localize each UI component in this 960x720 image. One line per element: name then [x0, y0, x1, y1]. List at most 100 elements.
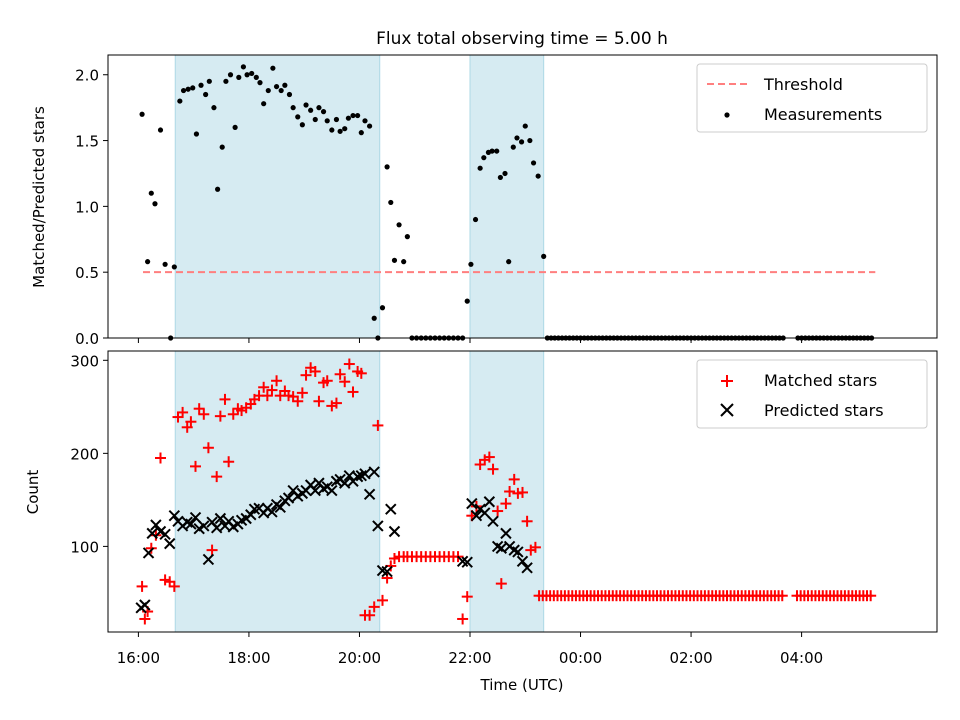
measurement-point	[494, 148, 500, 154]
measurement-point	[203, 91, 209, 98]
matched-star-marker	[461, 591, 473, 603]
measurement-point	[388, 199, 394, 206]
measurement-point	[541, 253, 547, 259]
measurement-point	[510, 144, 516, 150]
bottom-legend-box	[696, 359, 928, 429]
predicted-star-marker	[487, 515, 499, 527]
bottom-plot-frame	[107, 350, 938, 633]
predicted-stars-series	[135, 466, 533, 614]
legend-matched-label: Matched stars	[764, 371, 877, 390]
measurement-point	[211, 105, 217, 111]
predicted-star-marker	[326, 484, 338, 497]
measurement-point	[227, 72, 234, 78]
matched-star-marker	[517, 486, 528, 498]
predicted-star-marker	[521, 562, 533, 574]
matched-star-marker	[865, 590, 877, 602]
measurement-point	[497, 174, 503, 181]
measurement-point	[257, 80, 263, 86]
matched-star-marker	[495, 578, 507, 590]
measurement-point	[162, 261, 168, 267]
x-tick-label: 00:00	[559, 649, 602, 667]
bottom-panel: 100 200 300 16:00 18:00 20:00 22:00 00:00 02:00…	[24, 350, 938, 694]
predicted-star-marker	[164, 537, 176, 550]
measurement-point	[333, 116, 340, 123]
matched-star-marker	[321, 375, 333, 387]
matched-star-marker	[223, 456, 235, 468]
legend-predicted-swatch	[720, 403, 734, 417]
legend-measurements-swatch	[724, 112, 730, 118]
legend-matched-swatch	[721, 375, 733, 387]
predicted-star-marker	[516, 555, 529, 567]
predicted-star-marker	[150, 519, 162, 531]
measurement-point	[329, 127, 335, 133]
measurement-point	[366, 123, 373, 129]
shaded-interval	[174, 350, 381, 633]
matched-star-marker	[300, 369, 312, 381]
matched-star-marker	[504, 486, 516, 497]
predicted-star-marker	[368, 466, 380, 478]
measurement-point	[152, 201, 158, 207]
top-y-axis-label: Matched/Predicted stars	[30, 106, 48, 288]
measurement-point	[206, 78, 212, 84]
measurement-point	[362, 118, 368, 124]
predicted-star-marker	[339, 477, 351, 489]
x-tick-label: 22:00	[448, 649, 491, 667]
measurement-point	[472, 216, 479, 223]
measurement-point	[253, 74, 259, 80]
predicted-star-marker	[385, 503, 397, 515]
shaded-interval	[174, 54, 381, 339]
measurement-point	[371, 315, 377, 321]
top-legend: Threshold Measurements	[696, 63, 928, 133]
predicted-star-marker	[351, 470, 364, 483]
measurement-point	[355, 112, 361, 119]
matched-star-marker	[271, 375, 283, 387]
measurement-point	[506, 259, 512, 265]
measurement-point	[180, 87, 187, 94]
matched-star-marker	[500, 498, 512, 510]
y-tick-label: 0.0	[75, 330, 99, 348]
x-tick-label: 20:00	[338, 649, 381, 667]
y-tick-label: 0.5	[75, 264, 99, 282]
matched-star-marker	[355, 367, 367, 379]
legend-predicted-label: Predicted stars	[764, 401, 884, 420]
predicted-star-marker	[372, 520, 384, 532]
measurement-point	[342, 126, 348, 132]
y-tick-label: 300	[70, 352, 99, 370]
predicted-star-marker	[274, 501, 286, 514]
matched-star-marker	[776, 590, 788, 602]
measurement-point	[290, 105, 296, 111]
predicted-star-marker	[512, 546, 524, 558]
measurement-point	[535, 173, 541, 179]
matched-star-marker	[339, 376, 351, 388]
measurement-point	[265, 87, 271, 94]
measurement-point	[193, 131, 200, 137]
measurement-point	[514, 135, 520, 141]
matched-star-marker	[193, 403, 205, 415]
measurement-point	[477, 165, 483, 171]
measurement-point	[337, 128, 343, 134]
predicted-star-marker	[185, 518, 197, 530]
matched-star-marker	[492, 505, 504, 517]
predicted-star-marker	[139, 599, 151, 611]
matched-star-marker	[483, 451, 495, 463]
matched-star-marker	[376, 594, 388, 606]
measurement-point	[522, 123, 528, 129]
measurement-point	[481, 155, 487, 161]
legend-threshold-label: Threshold	[763, 75, 843, 94]
top-plot-frame	[107, 54, 938, 339]
matched-star-marker	[185, 416, 197, 428]
matched-star-marker	[487, 463, 499, 475]
measurement-point	[401, 259, 407, 265]
measurement-point	[249, 70, 255, 77]
measurement-point	[286, 91, 293, 98]
matched-star-marker	[457, 613, 469, 625]
predicted-star-marker	[388, 525, 401, 538]
matched-star-marker	[219, 393, 231, 405]
matched-star-marker	[296, 387, 308, 399]
matched-star-marker	[155, 452, 167, 464]
bottom-y-axis-ticks: 100 200 300	[70, 352, 108, 556]
measurement-point	[171, 264, 177, 270]
measurement-point	[391, 257, 398, 263]
y-tick-label: 2.0	[75, 67, 99, 85]
